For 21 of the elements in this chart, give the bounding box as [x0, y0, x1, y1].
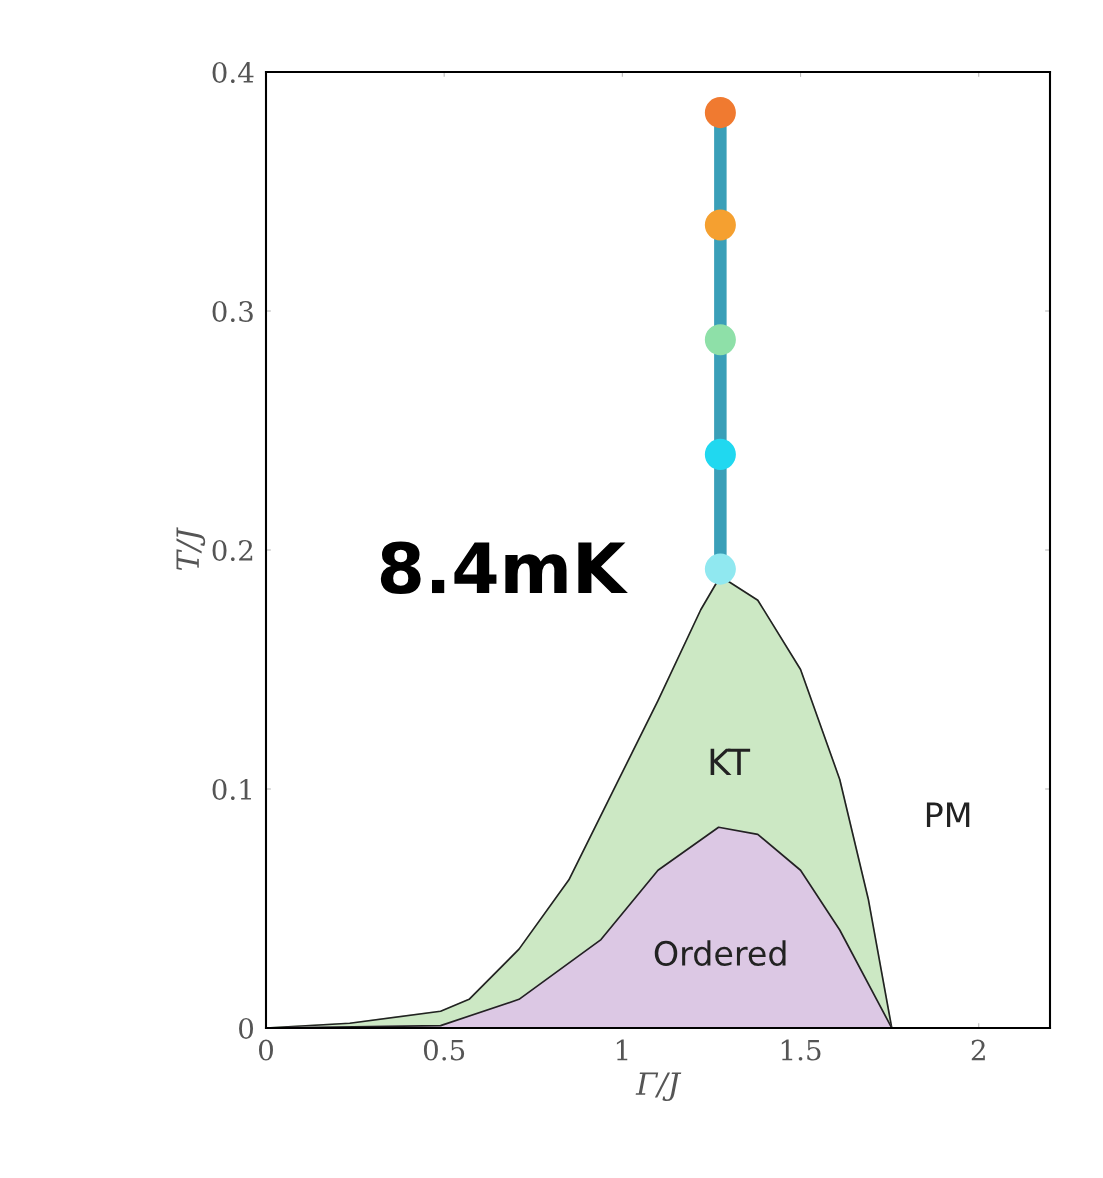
x-tick-label: 1.5: [781, 1039, 821, 1061]
point: [704, 324, 736, 356]
x-axis-title: Γ/J: [635, 1072, 682, 1102]
annotation: Ordered: [654, 940, 786, 966]
y-tick-label: 0: [239, 1017, 254, 1039]
x-tick-label: 2: [971, 1039, 985, 1061]
x-tick-label: 0: [258, 1039, 273, 1061]
annotation: PM: [926, 802, 970, 827]
y-tick-label: 0.3: [212, 300, 253, 322]
point: [704, 97, 736, 129]
point: [704, 553, 736, 585]
annotation: KT: [710, 748, 751, 776]
y-tick-label: 0.4: [212, 61, 254, 83]
annotation: 8.4mK: [380, 541, 628, 595]
point: [704, 438, 736, 470]
point: [704, 209, 736, 241]
y-tick-label: 0.1: [212, 778, 251, 800]
y-axis-title: T/J: [176, 527, 206, 571]
x-tick-label: 1: [616, 1039, 628, 1061]
y-tick-label: 0.2: [212, 539, 253, 561]
x-tick-label: 0.5: [423, 1039, 465, 1061]
